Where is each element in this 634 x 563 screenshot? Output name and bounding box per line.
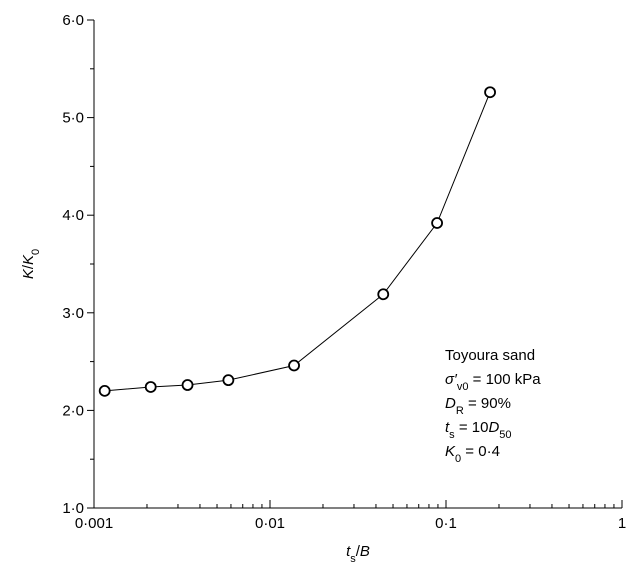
text-part: 50	[499, 429, 511, 441]
annotation-line: Toyoura sand	[445, 347, 535, 364]
annotation-line: DR = 90%	[445, 395, 511, 417]
x-tick-label: 0·01	[255, 515, 285, 532]
y-tick-label: 6·0	[62, 12, 84, 29]
text-part: s	[350, 553, 356, 563]
text-part: v0	[457, 381, 469, 393]
text-part: R	[456, 405, 464, 417]
data-point	[288, 359, 300, 372]
text-part: = 10	[455, 419, 489, 436]
x-tick-label: 0·1	[435, 515, 457, 532]
text-part: D	[488, 419, 499, 436]
text-part: /	[20, 264, 37, 269]
text-part: 0	[30, 249, 42, 255]
x-tick-label: 1	[618, 515, 626, 532]
y-tick-label: 3·0	[62, 305, 84, 322]
text-part: = 90%	[464, 395, 511, 412]
annotation-line: K0 = 0·4	[445, 443, 500, 465]
text-part: = 0·4	[461, 443, 500, 460]
x-axis-label: ts/B	[346, 543, 370, 563]
text-part: s	[449, 429, 455, 441]
text-part: t	[445, 419, 450, 436]
data-line	[104, 92, 491, 392]
y-tick-label: 5·0	[62, 110, 84, 127]
text-part: 0	[455, 453, 461, 465]
data-point	[222, 374, 235, 387]
x-tick-label: 0·001	[75, 515, 113, 532]
y-tick-label: 4·0	[62, 207, 84, 224]
text-part: t	[346, 543, 351, 560]
annotation-line: ts = 10D50	[445, 419, 512, 441]
data-point	[181, 379, 194, 391]
text-part: = 100 kPa	[468, 371, 541, 388]
text-part: K	[20, 254, 37, 265]
data-point	[377, 288, 390, 301]
data-point	[431, 217, 443, 229]
data-point	[144, 381, 157, 393]
data-point	[98, 384, 111, 397]
text-part: K	[20, 268, 37, 279]
text-part: D	[445, 395, 456, 412]
text-part: B	[360, 543, 370, 560]
text-part: K	[445, 443, 456, 460]
y-tick-label: 2·0	[62, 402, 84, 419]
text-part: /	[356, 543, 361, 560]
annotation-line: σ′v0 = 100 kPa	[445, 371, 541, 393]
text-part: σ′	[445, 371, 458, 388]
data-point	[484, 86, 496, 99]
y-tick-label: 1·0	[62, 500, 84, 517]
y-axis-label: K/K0	[20, 249, 42, 279]
text-part: Toyoura sand	[445, 347, 535, 364]
